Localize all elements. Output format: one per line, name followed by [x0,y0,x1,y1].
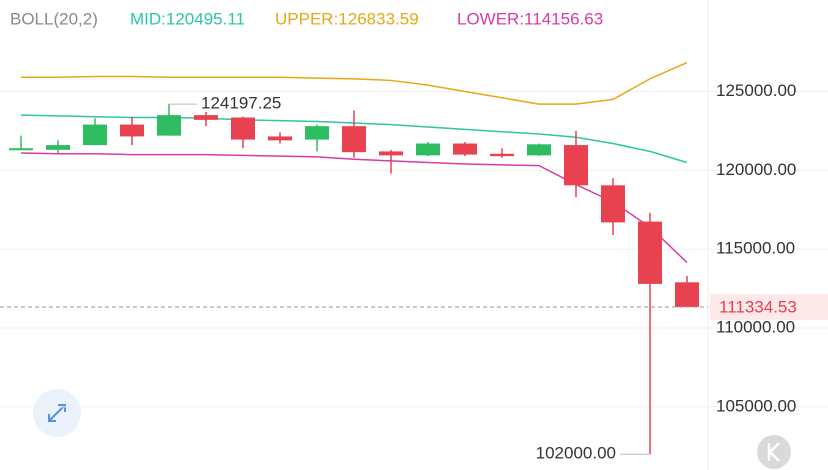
y-tick-label: 115000.00 [716,239,795,258]
candle-body [83,124,107,146]
candle-body [231,117,255,140]
candle-body [9,148,33,151]
k-button[interactable] [757,435,791,469]
last-price-box [710,294,828,321]
candle-body [638,221,662,284]
expand-icon[interactable] [48,404,66,422]
candle-body [564,145,588,186]
candle-body [194,115,218,120]
y-tick-label: 110000.00 [716,318,795,337]
legend-entry: LOWER:114156.63 [457,9,603,28]
candle-body [120,124,144,137]
candle-body [675,282,699,308]
candle-body [601,185,625,223]
candle-body [527,144,551,156]
boll-line [21,61,688,105]
candle-body [46,145,70,150]
candle-body [416,143,440,156]
legend-entry: MID:120495.11 [130,9,245,28]
annotation-label: 124197.25 [201,94,281,113]
annotation-label: 102000.00 [536,444,616,463]
last-price-label: 111334.53 [719,297,797,316]
k-circle[interactable] [757,435,791,469]
candle-body [305,126,329,140]
candle-body [490,153,514,157]
candle-body [157,115,181,136]
candle-body [342,126,366,153]
chart-title: BOLL(20,2) [10,9,98,28]
y-tick-label: 125000.00 [716,81,796,100]
legend-entry: UPPER:126833.59 [275,9,419,28]
y-tick-label: 105000.00 [716,396,796,415]
candle-body [379,151,403,156]
expand-button[interactable] [33,389,81,437]
y-tick-label: 120000.00 [716,160,796,179]
candle-body [268,136,292,141]
candle-body [453,143,477,155]
k-icon[interactable] [767,442,780,462]
